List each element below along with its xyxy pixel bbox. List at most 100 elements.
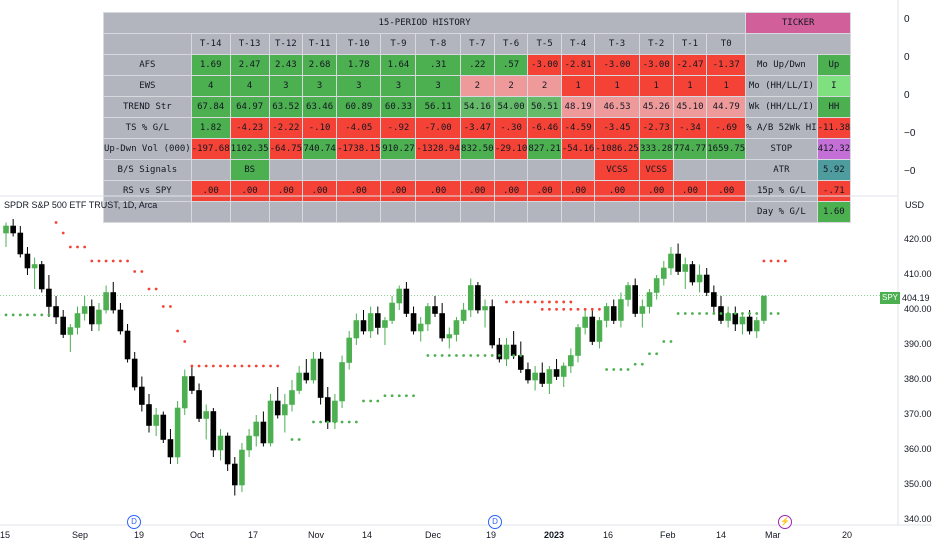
candle-body (496, 344, 503, 360)
candle-body (217, 435, 224, 451)
split-marker-icon[interactable]: ⚡ (778, 515, 792, 529)
column-header: T-8 (415, 33, 461, 55)
history-cell: 2 (493, 75, 529, 97)
candle-body (303, 372, 310, 381)
ticker-stat-value: HH (816, 96, 852, 118)
stop-dot (691, 312, 694, 315)
stop-dot (276, 364, 280, 368)
history-cell (229, 201, 270, 223)
stop-dot (426, 354, 430, 357)
candle-body (553, 369, 560, 377)
stop-dot (412, 394, 415, 398)
history-cell: VCSS (638, 159, 674, 181)
dividend-marker-icon[interactable]: D (488, 515, 502, 529)
stop-dot (354, 420, 358, 424)
stop-dot (462, 354, 465, 357)
candle-body (739, 316, 746, 325)
candle-body (668, 253, 674, 269)
candle-body (167, 439, 174, 458)
candle-body (382, 320, 388, 328)
history-cell: -1738.15 (336, 138, 382, 160)
candle-body (560, 365, 567, 377)
stop-dot (197, 364, 201, 368)
history-cell: -.69 (706, 117, 747, 139)
history-cell: 774.77 (672, 138, 708, 160)
history-cell: -.34 (672, 117, 708, 139)
time-tick-label: Oct (190, 530, 205, 540)
stop-dot (569, 307, 573, 311)
time-tick-label: 16 (603, 530, 614, 540)
stop-dot (133, 270, 137, 273)
stop-dot (548, 307, 551, 311)
time-tick-label: 2023 (544, 530, 565, 540)
column-header: T-9 (380, 33, 417, 55)
stop-dot (326, 420, 330, 424)
symbol-line: SPDR S&P 500 ETF TRUST, 1D, Arca (4, 200, 158, 210)
candle-body (24, 253, 31, 269)
stop-dot (447, 354, 451, 357)
candle-body (210, 411, 217, 451)
stop-dot (219, 364, 222, 368)
history-cell: 832.50 (459, 138, 495, 160)
stop-dot (154, 287, 158, 291)
stop-dot (333, 420, 337, 424)
history-cell: 333.28 (638, 138, 674, 160)
candle-body (74, 313, 81, 328)
candle-body (603, 306, 610, 321)
candle-body (124, 330, 131, 360)
candle-body (46, 288, 52, 307)
history-cell (302, 159, 338, 181)
stop-dot (769, 259, 773, 263)
time-tick-label: 17 (248, 530, 259, 540)
ticker-header: TICKER (745, 12, 852, 34)
stop-dot (712, 312, 716, 315)
stop-dot (176, 329, 180, 333)
stop-dot (598, 307, 601, 311)
candle-body (89, 306, 95, 325)
stop-dot (240, 364, 244, 368)
history-cell: 1 (638, 75, 674, 97)
stop-dot (648, 352, 651, 356)
candle-body (467, 285, 474, 311)
history-cell: -4.23 (229, 117, 270, 139)
stop-dot (519, 300, 523, 304)
history-cell: -4.05 (336, 117, 382, 139)
stop-dot (319, 420, 322, 424)
stop-dot (104, 259, 108, 263)
time-tick-label: Sep (72, 530, 89, 540)
history-cell: 63.46 (302, 96, 338, 118)
candle-body (339, 362, 345, 402)
price-tick-label: 380.00 (904, 374, 932, 384)
stop-dot (490, 354, 494, 357)
stop-dot (61, 231, 65, 235)
stop-dot (54, 221, 58, 224)
last-price-tag: SPY 404.19 (880, 292, 932, 304)
stop-dot (233, 364, 237, 368)
stop-dot (290, 438, 294, 441)
history-cell (268, 201, 304, 223)
stop-dot (190, 364, 194, 368)
stop-dot (619, 368, 623, 371)
history-cell: 1.64 (380, 54, 417, 76)
history-cell (706, 201, 747, 223)
stop-dot (733, 312, 737, 315)
candle-body (10, 225, 16, 234)
candle-body (31, 264, 38, 269)
dividend-marker-icon[interactable]: D (127, 515, 141, 529)
history-cell: 1102.35 (229, 138, 270, 160)
row-label (103, 201, 192, 223)
history-cell (594, 201, 640, 223)
candle-body (189, 376, 195, 391)
candle-body (360, 320, 367, 332)
candle-body (439, 313, 445, 339)
candle-body (682, 264, 689, 272)
stop-dot (40, 313, 44, 317)
stop-dot (698, 312, 701, 315)
history-cell: 4 (229, 75, 270, 97)
stop-dot (633, 362, 637, 366)
candle-body (675, 253, 681, 272)
candle-body (610, 306, 617, 321)
candle-body (396, 288, 403, 304)
stop-dot (119, 259, 122, 263)
